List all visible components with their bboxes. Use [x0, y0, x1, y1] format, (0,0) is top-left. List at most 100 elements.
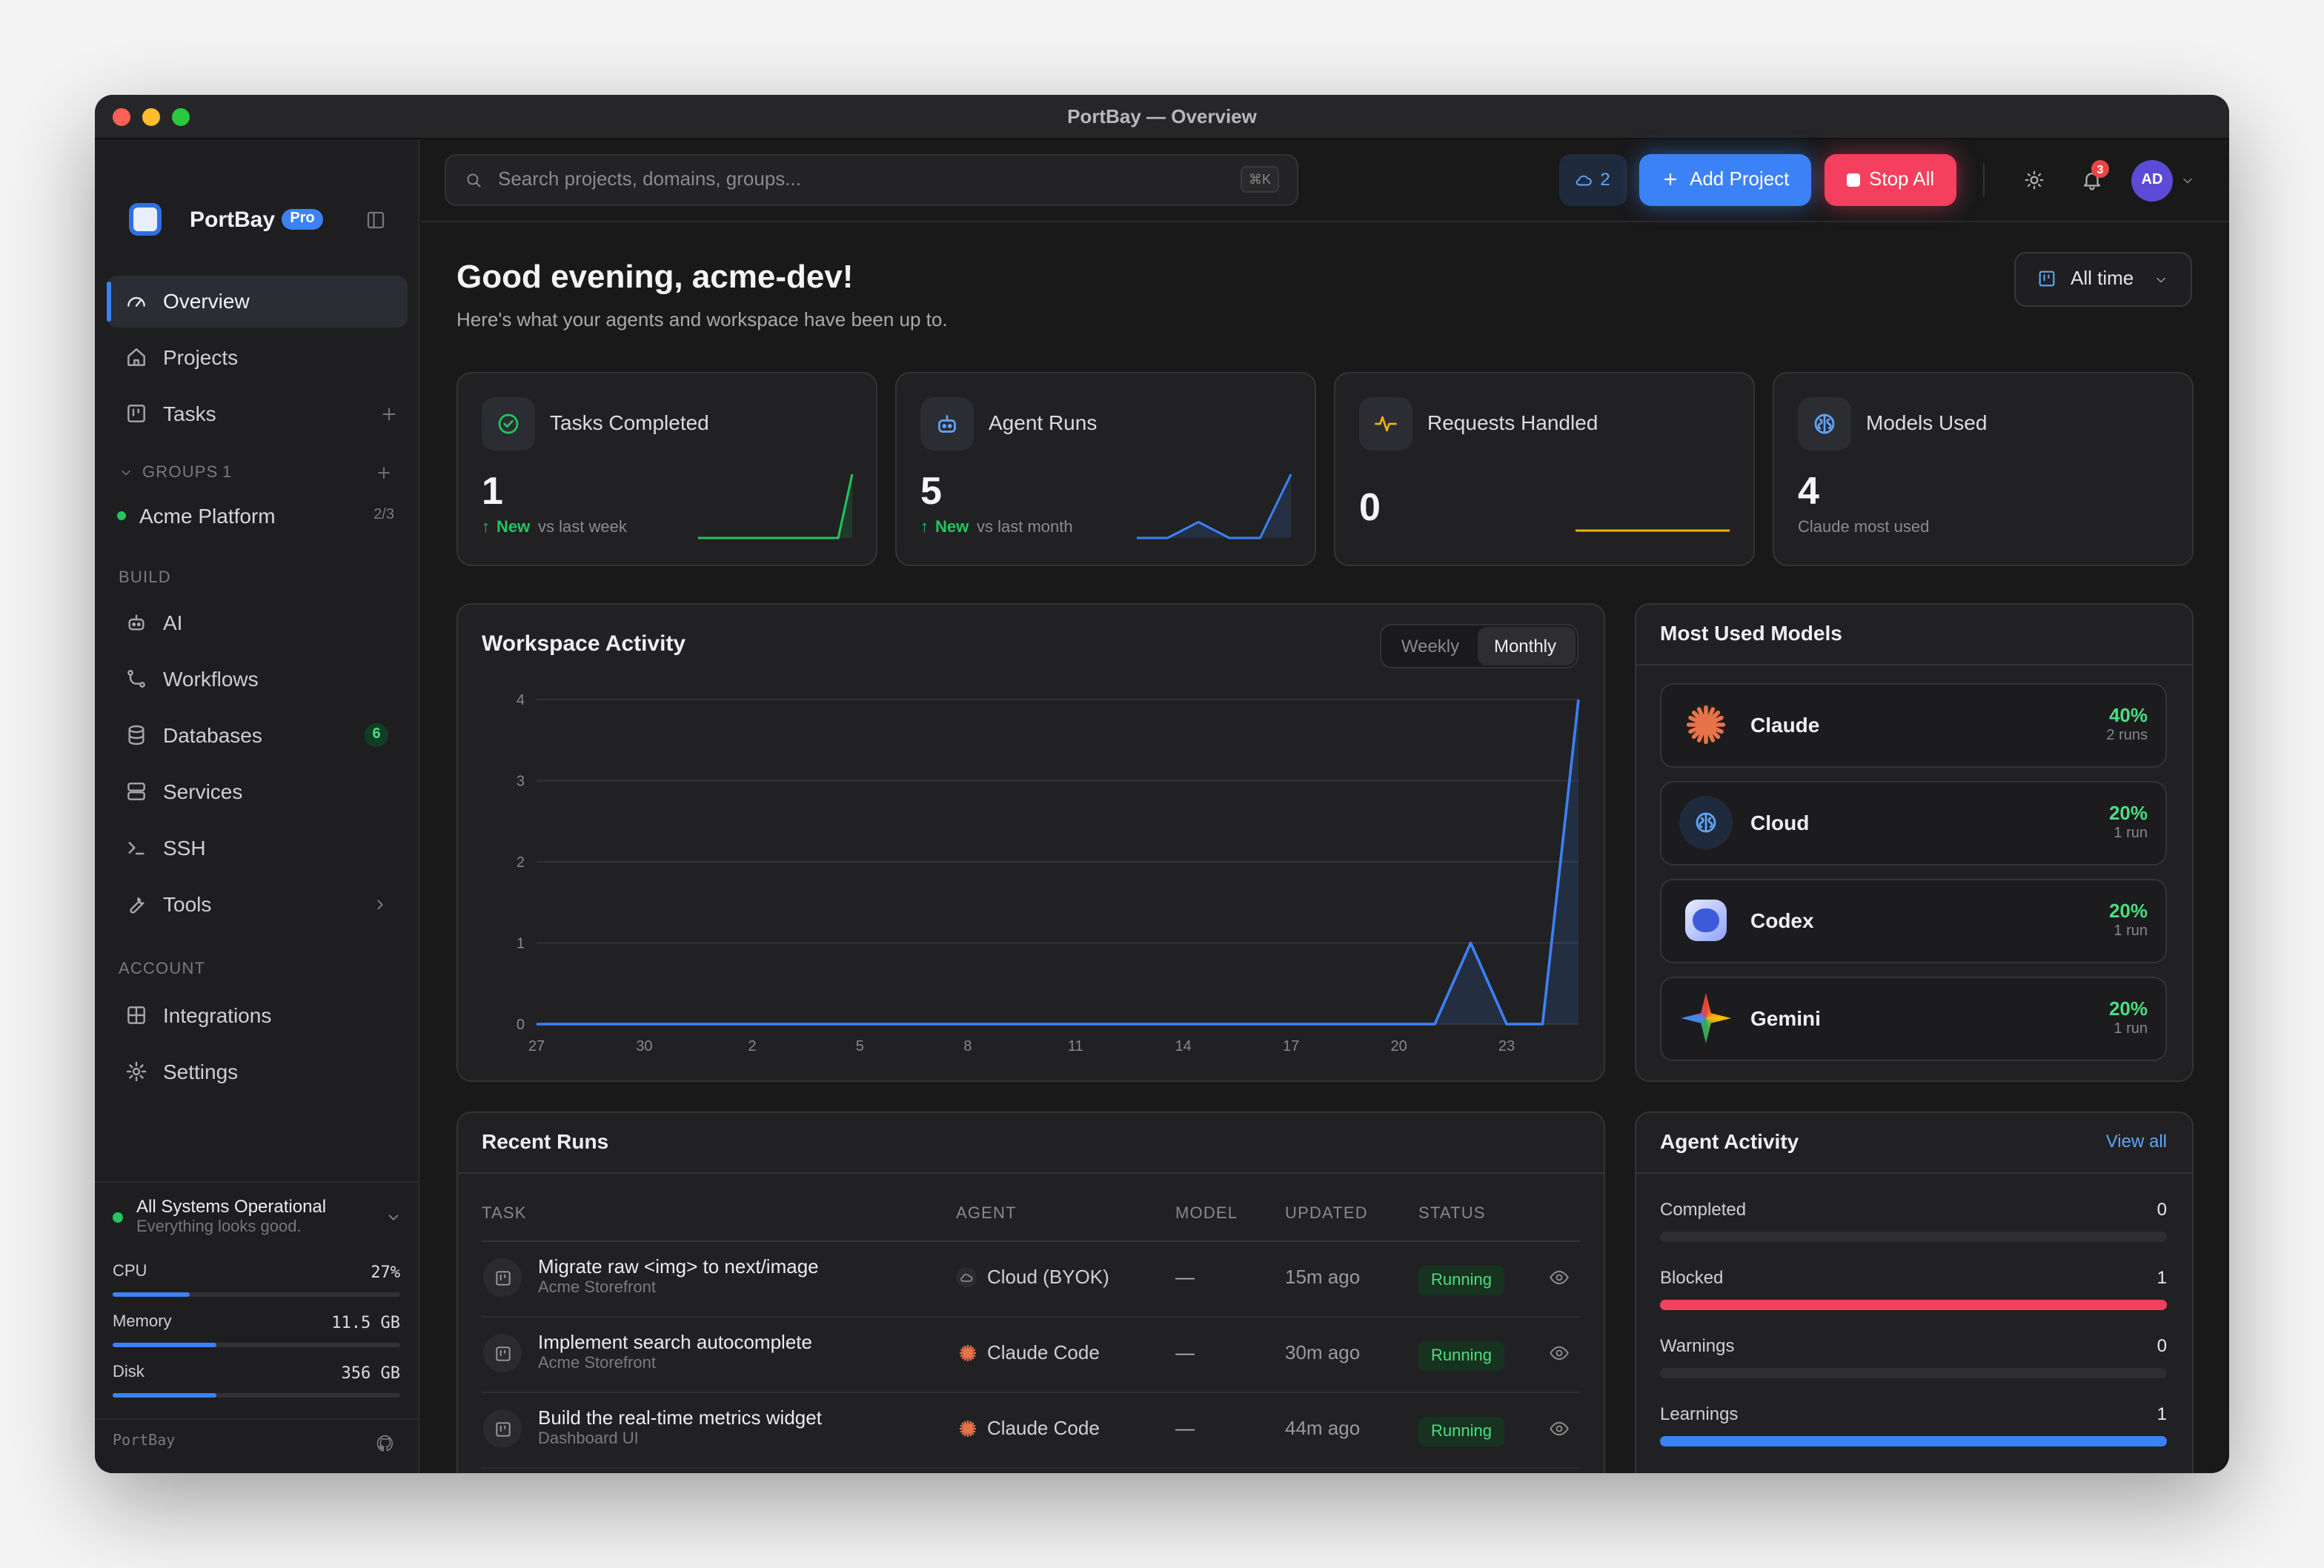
divider — [95, 1418, 419, 1420]
top-bar-border — [421, 221, 2229, 222]
model-row[interactable] — [1660, 683, 2167, 768]
nav-item[interactable]: Settings — [163, 1060, 239, 1083]
view-run-icon — [1550, 1421, 1569, 1436]
count-badge — [365, 723, 388, 747]
app-window: PortBay — Overview PortBay Pro Overview Proj… — [95, 95, 2229, 1473]
theme-toggle — [2024, 170, 2043, 189]
cloud-icon-shape — [1575, 174, 1591, 185]
agent-icon-shape — [959, 1420, 977, 1438]
meter-value: 11.5 GB — [331, 1312, 400, 1332]
nav-item[interactable]: Overview — [163, 289, 250, 313]
model-share: 20% — [2108, 802, 2148, 824]
stat-icon-shape — [942, 424, 947, 428]
greeting-subtitle: Here's what your agents and workspace ha… — [456, 308, 948, 330]
activity-label: Completed — [1660, 1198, 1747, 1219]
divider — [95, 1181, 419, 1183]
nav-icon — [128, 842, 145, 855]
activity-value: 1 — [2157, 1266, 2167, 1287]
task-icon-shape — [499, 1424, 505, 1432]
count-badge-text: 6 — [372, 726, 381, 743]
claude-logo-shape — [1686, 705, 1726, 745]
agent-name: Claude Code — [987, 1341, 1100, 1363]
activity-track — [1660, 1368, 2167, 1378]
model-row[interactable] — [1660, 879, 2167, 963]
nav-icon — [127, 783, 145, 800]
nav-icon-shape — [126, 1061, 147, 1082]
model-name: Codex — [1750, 908, 1814, 932]
traffic-light[interactable] — [142, 108, 160, 126]
task-title[interactable]: Implement search autocomplete — [538, 1331, 812, 1353]
traffic-light[interactable] — [172, 108, 190, 126]
add-task-icon — [382, 407, 395, 420]
model-share: 20% — [2108, 900, 2148, 922]
avatar[interactable] — [2131, 160, 2173, 202]
nav-item[interactable]: SSH — [163, 836, 206, 860]
view-run-icon-shape — [1556, 1349, 1563, 1357]
divider — [1635, 1172, 2194, 1174]
range-label: All time — [2071, 267, 2134, 289]
task-title[interactable]: Migrate raw <img> to next/image — [538, 1255, 819, 1278]
task-title[interactable]: Build the real-time metrics widget — [538, 1406, 822, 1429]
view-run-icon-shape — [1556, 1425, 1563, 1432]
status-text: Running — [1431, 1346, 1492, 1364]
stat-delta: New — [497, 518, 531, 536]
model-share: 40% — [2108, 704, 2148, 726]
stat-icon-shape — [1817, 413, 1832, 434]
cloud-pill[interactable] — [1559, 154, 1627, 206]
add-task-icon-shape — [382, 407, 395, 420]
delta-arrow: ↑ — [920, 518, 929, 536]
nav-icon-shape — [139, 682, 145, 688]
nav-icon-shape — [128, 842, 136, 854]
github-icon — [376, 1435, 393, 1452]
model-cell: — — [1175, 1341, 1195, 1363]
notifications-icon-shape — [2088, 185, 2094, 190]
column-header: AGENT — [956, 1204, 1017, 1222]
nav-item[interactable]: Services — [163, 780, 243, 803]
nav-item[interactable]: Integrations — [163, 1003, 272, 1027]
nav-item[interactable]: Databases — [163, 723, 262, 747]
notification-count: 3 — [2096, 162, 2104, 176]
title-bar — [95, 95, 2229, 139]
nav-item[interactable]: Projects — [163, 345, 239, 369]
view-all-link[interactable]: View all — [2105, 1130, 2167, 1151]
stat-note: vs last month — [977, 518, 1073, 536]
updated-cell: 30m ago — [1285, 1341, 1361, 1363]
search-box[interactable] — [445, 154, 1298, 206]
shortcut-key — [1241, 166, 1279, 193]
toggle-option[interactable]: Monthly — [1493, 635, 1557, 656]
task-icon-shape — [495, 1421, 510, 1436]
toggle-option[interactable]: Weekly — [1401, 635, 1460, 656]
stop-all-button[interactable] — [1825, 154, 1956, 206]
plus-icon-shape — [1664, 173, 1677, 186]
nav-icon-shape — [127, 791, 145, 800]
divider — [1983, 163, 1985, 197]
model-row[interactable] — [1660, 977, 2167, 1061]
agent-name: Cloud (BYOK) — [987, 1266, 1109, 1288]
column-header: STATUS — [1418, 1204, 1486, 1222]
nav-item[interactable]: AI — [163, 611, 183, 634]
view-run-icon — [1550, 1270, 1569, 1285]
nav-icon — [127, 348, 145, 366]
nav-icon — [127, 296, 145, 307]
stat-icon-bg — [1359, 397, 1412, 451]
traffic-light[interactable] — [113, 108, 130, 126]
stat-value: 5 — [920, 468, 942, 513]
task-icon-shape — [499, 1349, 505, 1356]
row-rule — [482, 1467, 1580, 1469]
model-runs: 2 runs — [2106, 728, 2148, 744]
add-project-label: Add Project — [1690, 167, 1790, 190]
task-project: Acme Storefront — [538, 1354, 656, 1372]
updated-cell: 44m ago — [1285, 1417, 1361, 1439]
model-share: 20% — [2108, 997, 2148, 1020]
model-row[interactable] — [1660, 781, 2167, 866]
card-title: Agent Activity — [1660, 1129, 1799, 1153]
meter-fill — [113, 1343, 216, 1347]
claude-logo — [1686, 705, 1726, 745]
agent-activity-card — [1635, 1112, 2194, 1473]
stat-title: Models Used — [1866, 411, 1988, 434]
nav-item[interactable]: Workflows — [163, 667, 259, 691]
search-icon-shape — [466, 173, 478, 185]
group-item[interactable]: Acme Platform — [139, 504, 276, 528]
nav-item[interactable]: Tools — [163, 892, 212, 916]
nav-item[interactable]: Tasks — [163, 402, 216, 425]
